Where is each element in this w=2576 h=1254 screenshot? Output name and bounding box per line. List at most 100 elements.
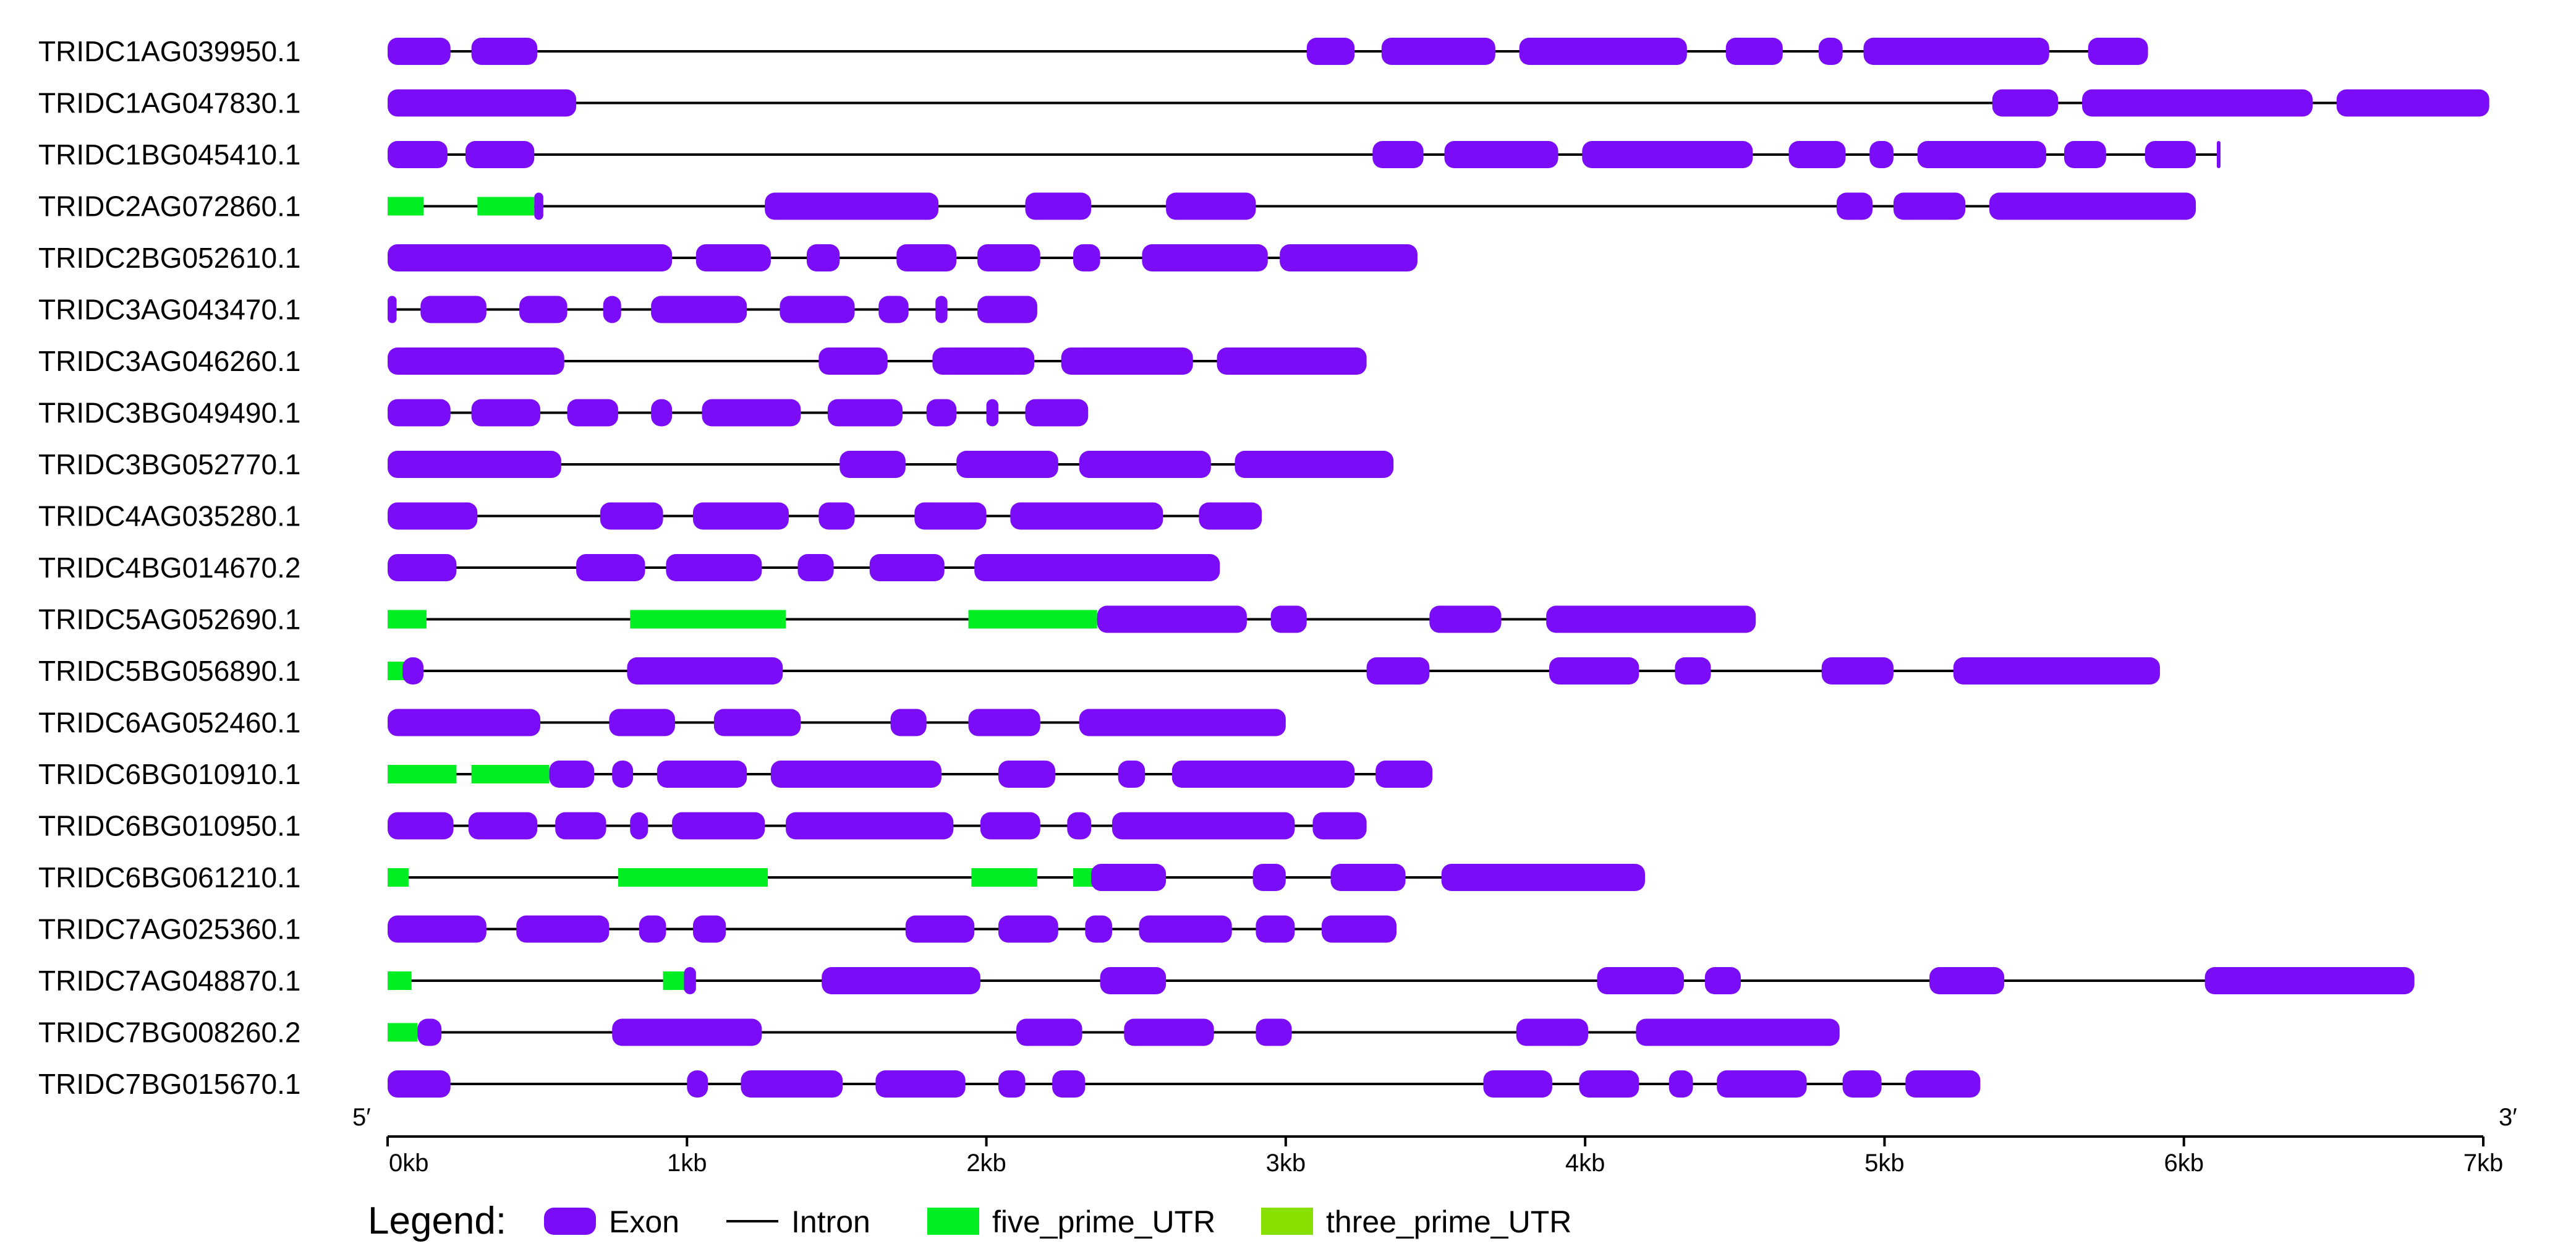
exon — [1235, 451, 1394, 478]
exon — [402, 657, 424, 685]
gene-label: TRIDC3BG049490.1 — [38, 397, 300, 429]
exon — [1788, 141, 1846, 168]
exon — [2216, 141, 2221, 168]
exon — [1079, 451, 1211, 478]
exon — [977, 244, 1040, 271]
exon — [1429, 605, 1502, 633]
exon — [2145, 141, 2196, 168]
exon — [1079, 709, 1286, 736]
gene-row: TRIDC1AG047830.1 — [38, 87, 2489, 119]
five-prime-end-label: 5′ — [352, 1104, 371, 1131]
exon — [780, 296, 855, 323]
exon — [549, 761, 595, 788]
gene-label: TRIDC6BG010950.1 — [38, 810, 300, 842]
exon — [878, 296, 909, 323]
five-prime-utr — [477, 197, 535, 216]
gene-row: TRIDC6BG010910.1 — [38, 758, 1433, 790]
legend-item-intron: Intron — [726, 1205, 870, 1239]
exon — [2082, 89, 2313, 117]
exon — [1519, 38, 1687, 65]
exon — [609, 709, 675, 736]
exon — [1252, 864, 1286, 891]
exon — [1010, 502, 1163, 530]
exon — [702, 399, 801, 427]
exon — [1863, 38, 2049, 65]
five-prime-utr — [388, 1023, 418, 1042]
tick-label: 3kb — [1266, 1150, 1306, 1177]
exon — [388, 89, 577, 117]
exon — [713, 709, 801, 736]
exon — [692, 915, 726, 943]
exon — [2088, 38, 2148, 65]
exon — [890, 709, 927, 736]
tick-label: 0kb — [389, 1150, 429, 1177]
exon — [1100, 967, 1167, 994]
exon — [1321, 915, 1397, 943]
exon — [896, 244, 957, 271]
exon — [1067, 812, 1092, 840]
three-prime-end-label: 3′ — [2499, 1104, 2517, 1131]
exon — [1085, 915, 1112, 943]
exon — [1375, 761, 1433, 788]
legend-label: five_prime_UTR — [992, 1205, 1215, 1239]
gene-row: TRIDC4BG014670.2 — [38, 552, 1220, 584]
legend-item-five-prime-utr: five_prime_UTR — [927, 1205, 1215, 1239]
tick-label: 2kb — [966, 1150, 1006, 1177]
exon — [1917, 141, 2046, 168]
exon — [932, 348, 1035, 375]
tick-label: 6kb — [2164, 1150, 2204, 1177]
exon — [1441, 864, 1645, 891]
exon — [695, 244, 771, 271]
exon — [651, 296, 747, 323]
exon — [1142, 244, 1268, 271]
exon — [1704, 967, 1741, 994]
exon — [657, 761, 747, 788]
exon — [471, 399, 540, 427]
exon — [1270, 605, 1307, 633]
gene-label: TRIDC3AG046260.1 — [38, 345, 300, 377]
exon — [417, 1018, 442, 1046]
exon — [666, 554, 762, 581]
exon — [827, 399, 903, 427]
exon — [998, 1070, 1026, 1098]
exon — [1483, 1070, 1552, 1098]
five-prime-utr — [388, 765, 457, 783]
gene-row: TRIDC2BG052610.1 — [38, 242, 1418, 274]
exon — [1199, 502, 1262, 530]
exon — [1166, 192, 1256, 220]
gene-label: TRIDC7AG025360.1 — [38, 913, 300, 945]
gene-label: TRIDC6BG061210.1 — [38, 861, 300, 894]
tick-label: 1kb — [667, 1150, 707, 1177]
gene-label: TRIDC2AG072860.1 — [38, 190, 300, 223]
exon — [986, 399, 998, 427]
exon — [603, 296, 621, 323]
exon — [1725, 38, 1783, 65]
five-prime-utr — [968, 610, 1097, 629]
exon — [1052, 1070, 1086, 1098]
exon — [612, 1018, 762, 1046]
exon — [1905, 1070, 1981, 1098]
exon — [639, 915, 666, 943]
exon — [1953, 657, 2160, 685]
exon — [1330, 864, 1406, 891]
exon — [687, 1070, 708, 1098]
exon — [935, 296, 948, 323]
exon — [1217, 348, 1367, 375]
tick-label: 4kb — [1565, 1150, 1605, 1177]
tick-label: 7kb — [2463, 1150, 2504, 1177]
exon — [1256, 1018, 1292, 1046]
exon — [1372, 141, 1424, 168]
exon — [468, 812, 538, 840]
exon — [1097, 605, 1247, 633]
exon — [534, 192, 543, 220]
exon — [651, 399, 673, 427]
exon — [998, 915, 1058, 943]
exon — [1073, 244, 1100, 271]
exon — [1061, 348, 1193, 375]
gene-row: TRIDC7BG015670.1 — [38, 1068, 1981, 1100]
exon — [519, 296, 567, 323]
exon — [1139, 915, 1232, 943]
exon — [1112, 812, 1295, 840]
exon — [692, 502, 789, 530]
gene-label: TRIDC7BG015670.1 — [38, 1068, 300, 1100]
